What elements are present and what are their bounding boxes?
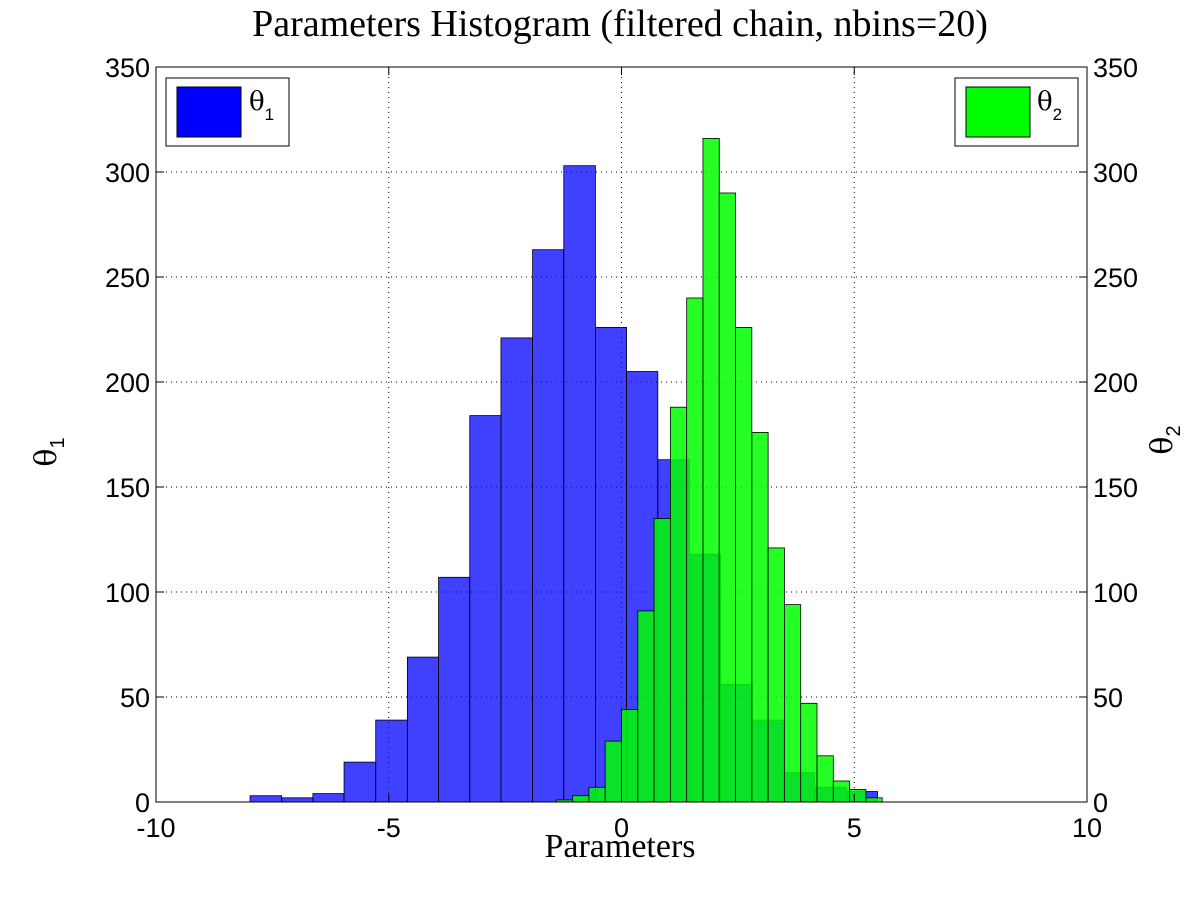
x-tick-label: 5 [847, 813, 862, 843]
svg-text:θ2: θ2 [1145, 425, 1185, 454]
legend-label-theta1: θ [249, 87, 265, 117]
bar-series2 [816, 755, 834, 803]
bar-series2 [832, 780, 850, 803]
bar-series2 [800, 702, 818, 803]
bar-series1 [563, 165, 596, 803]
bar-series1 [281, 797, 314, 803]
bar-series1 [406, 656, 439, 803]
right-y-tick-label: 50 [1093, 683, 1123, 713]
bar-series2 [735, 326, 753, 803]
bar-series2 [849, 789, 867, 803]
right-y-tick-label: 0 [1093, 788, 1108, 818]
bar-series2 [637, 610, 655, 803]
legend-label-theta2: θ [1037, 87, 1053, 117]
chart-title: Parameters Histogram (filtered chain, nb… [252, 3, 988, 45]
bar-series1 [312, 793, 345, 803]
left-y-tick-label: 250 [105, 263, 150, 293]
left-y-axis-label: θ1 [29, 437, 69, 466]
bar-series1 [469, 415, 502, 803]
left-y-tick-label: 0 [135, 788, 150, 818]
x-tick-label: -5 [377, 813, 401, 843]
svg-text:θ1: θ1 [249, 87, 274, 124]
bar-series1 [343, 761, 377, 803]
bar-series2 [686, 297, 704, 803]
x-axis-label: Parameters [544, 828, 695, 865]
left-y-tick-label: 350 [105, 53, 150, 83]
left-y-axis-label-subscript: 1 [47, 437, 69, 448]
bar-series2 [621, 709, 639, 803]
right-y-axis-label-symbol: θ [1145, 437, 1180, 455]
bars-layer [249, 137, 883, 803]
x-tick-label: 10 [1072, 813, 1102, 843]
right-y-tick-label: 100 [1093, 578, 1138, 608]
bar-series1 [375, 719, 408, 803]
bar-series2 [604, 740, 622, 803]
right-y-tick-label: 350 [1093, 53, 1138, 83]
right-y-tick-label: 150 [1093, 473, 1138, 503]
bar-series2 [865, 797, 883, 803]
bar-series2 [751, 431, 769, 803]
bar-series1 [249, 795, 283, 803]
bar-series1 [532, 249, 565, 803]
right-y-tick-label: 200 [1093, 368, 1138, 398]
legend-label-theta1-subscript: 1 [265, 105, 274, 124]
left-y-tick-label: 200 [105, 368, 150, 398]
axis-ticks: -10 -5 0 5 100501001502002503003500501001502… [105, 53, 1138, 843]
left-y-tick-label: 300 [105, 158, 150, 188]
svg-text:θ1: θ1 [29, 437, 69, 466]
x-tick-label: -10 [136, 813, 175, 843]
bar-series1 [438, 576, 471, 803]
left-y-axis-label-symbol: θ [29, 449, 64, 467]
bar-series2 [669, 406, 688, 803]
legend-theta1: θ1 [165, 77, 290, 147]
right-y-tick-label: 300 [1093, 158, 1138, 188]
left-y-tick-label: 100 [105, 578, 150, 608]
bar-series1 [500, 337, 533, 803]
right-y-tick-label: 250 [1093, 263, 1138, 293]
right-y-axis-label: θ2 [1145, 425, 1185, 454]
legend-theta2: θ2 [954, 77, 1079, 147]
legend-swatch-theta2 [965, 86, 1031, 138]
bar-series2 [588, 786, 606, 803]
bar-series2 [767, 547, 785, 803]
svg-text:θ2: θ2 [1037, 87, 1062, 124]
bar-series2 [572, 795, 590, 803]
bar-series2 [718, 192, 736, 803]
bar-series2 [784, 604, 802, 803]
left-y-tick-label: 50 [120, 683, 150, 713]
bar-series2 [702, 137, 720, 803]
right-y-axis-label-subscript: 2 [1163, 425, 1185, 436]
bar-series2 [653, 518, 671, 803]
legend-swatch-theta1 [176, 86, 242, 138]
x-tick-label: 0 [614, 813, 629, 843]
legend-label-theta2-subscript: 2 [1053, 105, 1062, 124]
left-y-tick-label: 150 [105, 473, 150, 503]
